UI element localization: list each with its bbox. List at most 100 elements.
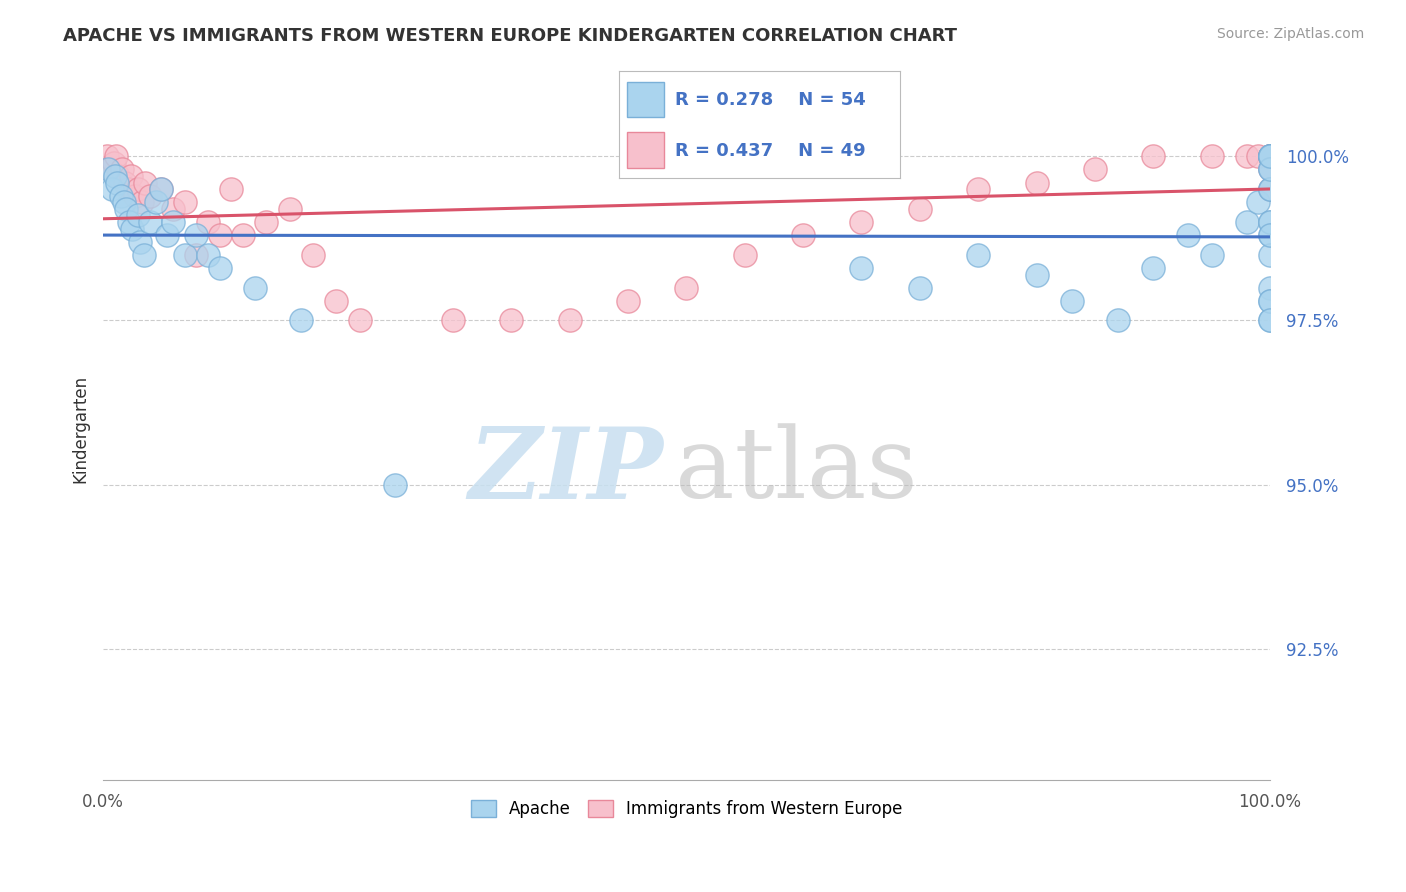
Point	[134, 176, 156, 190]
Point	[617, 293, 640, 308]
Point	[1258, 162, 1281, 177]
Point	[124, 188, 146, 202]
Point	[1258, 280, 1281, 294]
Point	[1258, 149, 1281, 163]
Point	[150, 182, 173, 196]
Point	[792, 228, 814, 243]
Text: R = 0.278    N = 54: R = 0.278 N = 54	[675, 91, 866, 109]
Point	[1060, 293, 1083, 308]
Point	[111, 162, 134, 177]
Point	[1201, 248, 1223, 262]
Point	[1201, 149, 1223, 163]
Bar	[627, 82, 664, 118]
Point	[384, 477, 406, 491]
Point	[1258, 149, 1281, 163]
Point	[1107, 313, 1129, 327]
Point	[1258, 293, 1281, 308]
Point	[851, 215, 873, 229]
Point	[908, 202, 931, 216]
Point	[139, 215, 162, 229]
Point	[1258, 228, 1281, 243]
Point	[115, 202, 138, 216]
Point	[150, 182, 173, 196]
Point	[114, 176, 136, 190]
Point	[1258, 313, 1281, 327]
Point	[1025, 268, 1047, 282]
Point	[851, 260, 873, 275]
Point	[1177, 228, 1199, 243]
Point	[501, 313, 523, 327]
Point	[197, 248, 219, 262]
Point	[186, 228, 208, 243]
Point	[145, 195, 167, 210]
Point	[1258, 182, 1281, 196]
Point	[1258, 182, 1281, 196]
Point	[139, 188, 162, 202]
Point	[118, 215, 141, 229]
Point	[675, 280, 697, 294]
Point	[97, 162, 120, 177]
Point	[221, 182, 243, 196]
Point	[1258, 293, 1281, 308]
Text: R = 0.437    N = 49: R = 0.437 N = 49	[675, 142, 866, 160]
Point	[197, 215, 219, 229]
Point	[558, 313, 581, 327]
Point	[1258, 149, 1281, 163]
Point	[1084, 162, 1107, 177]
Point	[1142, 149, 1164, 163]
Point	[1258, 149, 1281, 163]
Point	[105, 176, 128, 190]
Point	[1236, 149, 1258, 163]
Point	[121, 221, 143, 235]
Legend: Apache, Immigrants from Western Europe: Apache, Immigrants from Western Europe	[464, 793, 908, 825]
Point	[256, 215, 278, 229]
Point	[127, 182, 149, 196]
Point	[1258, 149, 1281, 163]
Point	[1258, 313, 1281, 327]
Point	[243, 280, 266, 294]
Point	[441, 313, 464, 327]
Point	[1258, 162, 1281, 177]
Point	[1258, 228, 1281, 243]
Point	[908, 280, 931, 294]
Point	[1258, 248, 1281, 262]
Text: ZIP: ZIP	[468, 423, 664, 519]
Point	[186, 248, 208, 262]
Point	[131, 195, 153, 210]
Point	[1258, 149, 1281, 163]
Point	[104, 149, 127, 163]
Text: atlas: atlas	[675, 423, 918, 519]
Point	[110, 188, 132, 202]
Point	[127, 208, 149, 222]
Point	[1236, 215, 1258, 229]
Point	[967, 248, 990, 262]
Point	[1258, 215, 1281, 229]
Point	[1258, 215, 1281, 229]
Point	[1247, 195, 1270, 210]
Point	[302, 248, 325, 262]
Point	[1258, 149, 1281, 163]
Point	[1258, 182, 1281, 196]
Point	[103, 156, 125, 170]
Y-axis label: Kindergarten: Kindergarten	[72, 375, 89, 483]
Point	[349, 313, 371, 327]
Point	[98, 162, 121, 177]
Point	[162, 202, 184, 216]
Point	[96, 149, 118, 163]
Point	[232, 228, 254, 243]
Point	[1025, 176, 1047, 190]
Point	[132, 248, 155, 262]
Point	[156, 228, 179, 243]
Point	[112, 195, 135, 210]
Point	[325, 293, 347, 308]
Point	[967, 182, 990, 196]
Point	[278, 202, 301, 216]
Point	[104, 169, 127, 183]
Point	[1258, 162, 1281, 177]
Point	[129, 235, 152, 249]
Point	[117, 182, 139, 196]
Point	[162, 215, 184, 229]
Point	[208, 228, 231, 243]
Point	[101, 182, 124, 196]
Point	[120, 169, 142, 183]
